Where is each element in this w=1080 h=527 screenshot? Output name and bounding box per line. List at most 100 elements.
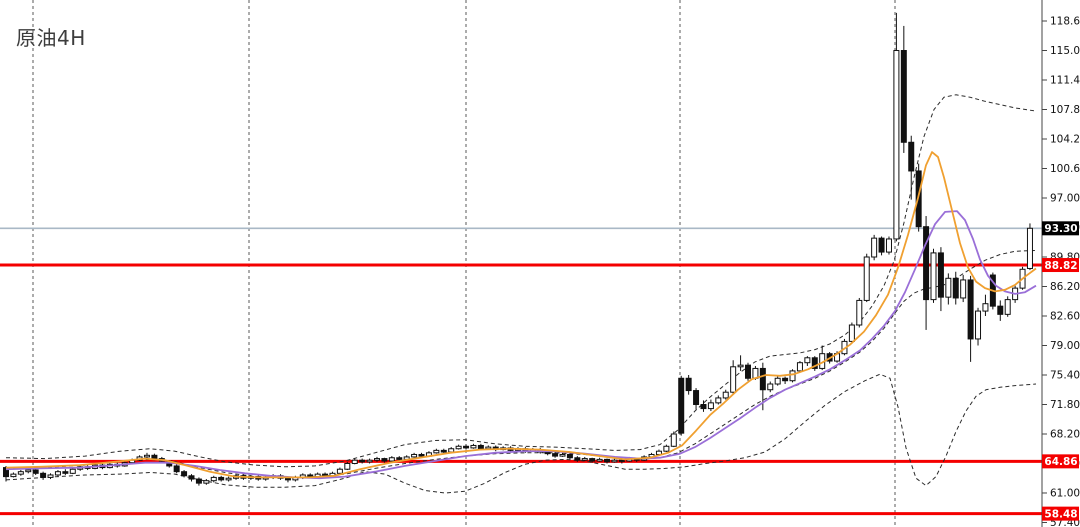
bb-lower-line <box>5 373 1037 494</box>
candle-body <box>411 453 418 458</box>
candle-body <box>759 367 766 391</box>
candle-body <box>796 362 803 372</box>
candle-body <box>218 476 225 481</box>
candle-body <box>789 370 796 382</box>
axis-tick-label: 71.80 <box>1050 399 1080 411</box>
bb-upper-line <box>5 94 1037 468</box>
candle-body <box>707 402 714 410</box>
candle-body <box>774 377 781 385</box>
axis-tick-label: 115.00 <box>1050 45 1080 57</box>
candle-body <box>589 458 596 462</box>
price-marker-current: 93.30 <box>1042 221 1079 236</box>
candle-body <box>997 305 1004 315</box>
svg-text:58.48: 58.48 <box>1044 508 1077 520</box>
candle-body <box>25 469 32 473</box>
candle-body <box>730 366 737 393</box>
candle-body <box>856 299 863 326</box>
candle-body <box>952 277 959 299</box>
candle-body <box>937 252 944 298</box>
bb-middle-line <box>5 249 1037 478</box>
candle-body <box>173 465 180 473</box>
candle-body <box>574 457 581 461</box>
ma-slow-line <box>5 210 1037 480</box>
candle-body <box>448 448 455 453</box>
candle-body <box>923 226 930 301</box>
candle-body <box>381 458 388 462</box>
candle-body <box>767 383 774 391</box>
candle-body <box>455 445 462 450</box>
axis-tick-label: 104.20 <box>1050 134 1080 146</box>
candle-body <box>47 474 54 478</box>
bollinger-bands <box>5 94 1037 494</box>
axis-tick-label: 57.40 <box>1050 517 1080 527</box>
candle-body <box>359 459 366 463</box>
candle-body <box>10 473 17 478</box>
candle-body <box>1004 299 1011 315</box>
candle-body <box>670 433 677 447</box>
candle-body <box>945 277 952 298</box>
candle-body <box>1026 227 1033 269</box>
candle-body <box>663 445 670 452</box>
price-marker-sr-88.82: 88.82 <box>1042 258 1079 273</box>
axis-tick-label: 61.00 <box>1050 487 1080 499</box>
candle-body <box>374 458 380 461</box>
candle-body <box>366 459 373 463</box>
candle-body <box>893 50 900 240</box>
candle-body <box>195 478 202 484</box>
candle-body <box>470 444 477 449</box>
sr-lines-layer[interactable] <box>0 263 1042 516</box>
candle-body <box>210 476 217 482</box>
candles-layer <box>3 12 1033 486</box>
candle-body <box>693 390 700 405</box>
candle-body <box>581 458 588 461</box>
candle-body <box>143 454 150 458</box>
axis-tick-label: 97.00 <box>1050 193 1080 205</box>
candle-body <box>336 468 343 474</box>
candle-body <box>181 471 188 477</box>
candle-body <box>700 403 707 410</box>
axis-tick-label: 82.60 <box>1050 310 1080 322</box>
price-marker-sr-58.48: 58.48 <box>1042 506 1079 521</box>
candle-body <box>745 364 751 379</box>
candle-body <box>811 357 818 369</box>
svg-text:93.30: 93.30 <box>1044 223 1077 235</box>
candle-body <box>544 451 551 455</box>
axis-tick-label: 118.60 <box>1050 16 1080 28</box>
candle-body <box>930 252 937 301</box>
candle-body <box>871 237 878 258</box>
candle-body <box>463 445 470 449</box>
candle-body <box>900 50 907 143</box>
candle-body <box>566 453 573 459</box>
candle-body <box>396 457 403 460</box>
candle-body <box>307 474 314 478</box>
candle-body <box>685 377 692 392</box>
candle-body <box>611 459 618 463</box>
candle-body <box>203 480 210 484</box>
candle-body <box>975 310 982 340</box>
axis-tick-label: 79.00 <box>1050 340 1080 352</box>
symbol-title: 原油4H <box>16 26 86 50</box>
candle-body <box>351 459 358 464</box>
axis-tick-label: 100.60 <box>1050 163 1080 175</box>
candle-body <box>433 449 440 454</box>
candle-body <box>604 458 611 463</box>
axis-tick-label: 107.80 <box>1050 104 1080 116</box>
candle-body <box>982 303 989 312</box>
candle-body <box>54 471 61 476</box>
candle-body <box>737 364 744 368</box>
axis-tick-label: 68.20 <box>1050 428 1080 440</box>
candle-body <box>960 279 967 299</box>
candle-body <box>552 453 559 457</box>
candle-body <box>40 472 47 478</box>
candle-body <box>62 471 69 474</box>
candle-body <box>188 475 195 480</box>
candle-body <box>678 377 685 434</box>
axis-tick-label: 111.40 <box>1050 75 1080 87</box>
candle-body <box>17 471 24 475</box>
candle-body <box>618 459 625 462</box>
candle-body <box>344 462 351 470</box>
candle-body <box>284 477 291 481</box>
candle-body <box>885 238 892 253</box>
